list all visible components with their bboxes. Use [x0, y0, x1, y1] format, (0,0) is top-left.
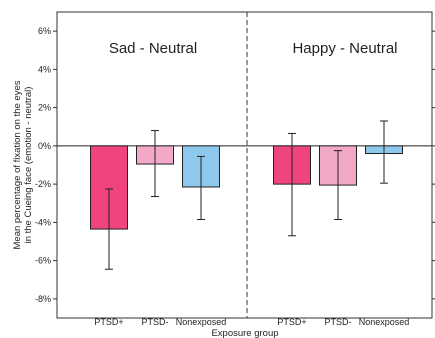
y-tick-label: 0% — [38, 141, 51, 151]
x-tick-label: Nonexposed — [176, 317, 227, 327]
x-tick-label: PTSD+ — [277, 317, 306, 327]
y-axis-title-line-2: in the Cueing face (emotion - neutral) — [23, 87, 34, 244]
x-tick-label: PTSD+ — [94, 317, 123, 327]
plot-area: 6% 4% 2% 0% -2% -4% -6% -8% Sad - Neutral PTSD+ PT… — [35, 11, 435, 327]
x-tick-label: PTSD- — [142, 317, 169, 327]
y-tick-label: -8% — [35, 294, 51, 304]
y-tick-label: 6% — [38, 26, 51, 36]
x-tick-label: PTSD- — [325, 317, 352, 327]
y-tick-label: -4% — [35, 217, 51, 227]
y-tick-label: 2% — [38, 103, 51, 113]
y-tick-label: -6% — [35, 256, 51, 266]
panel-title: Sad - Neutral — [109, 40, 197, 57]
x-tick-label: Nonexposed — [359, 317, 410, 327]
y-tick-label: 4% — [38, 64, 51, 74]
x-axis-title: Exposure group — [211, 328, 278, 338]
y-tick-label: -2% — [35, 179, 51, 189]
panel-title: Happy - Neutral — [292, 40, 397, 57]
plot-frame — [56, 11, 433, 319]
y-axis-title-line-1: Mean percentage of fixation on the eyes — [12, 80, 23, 249]
